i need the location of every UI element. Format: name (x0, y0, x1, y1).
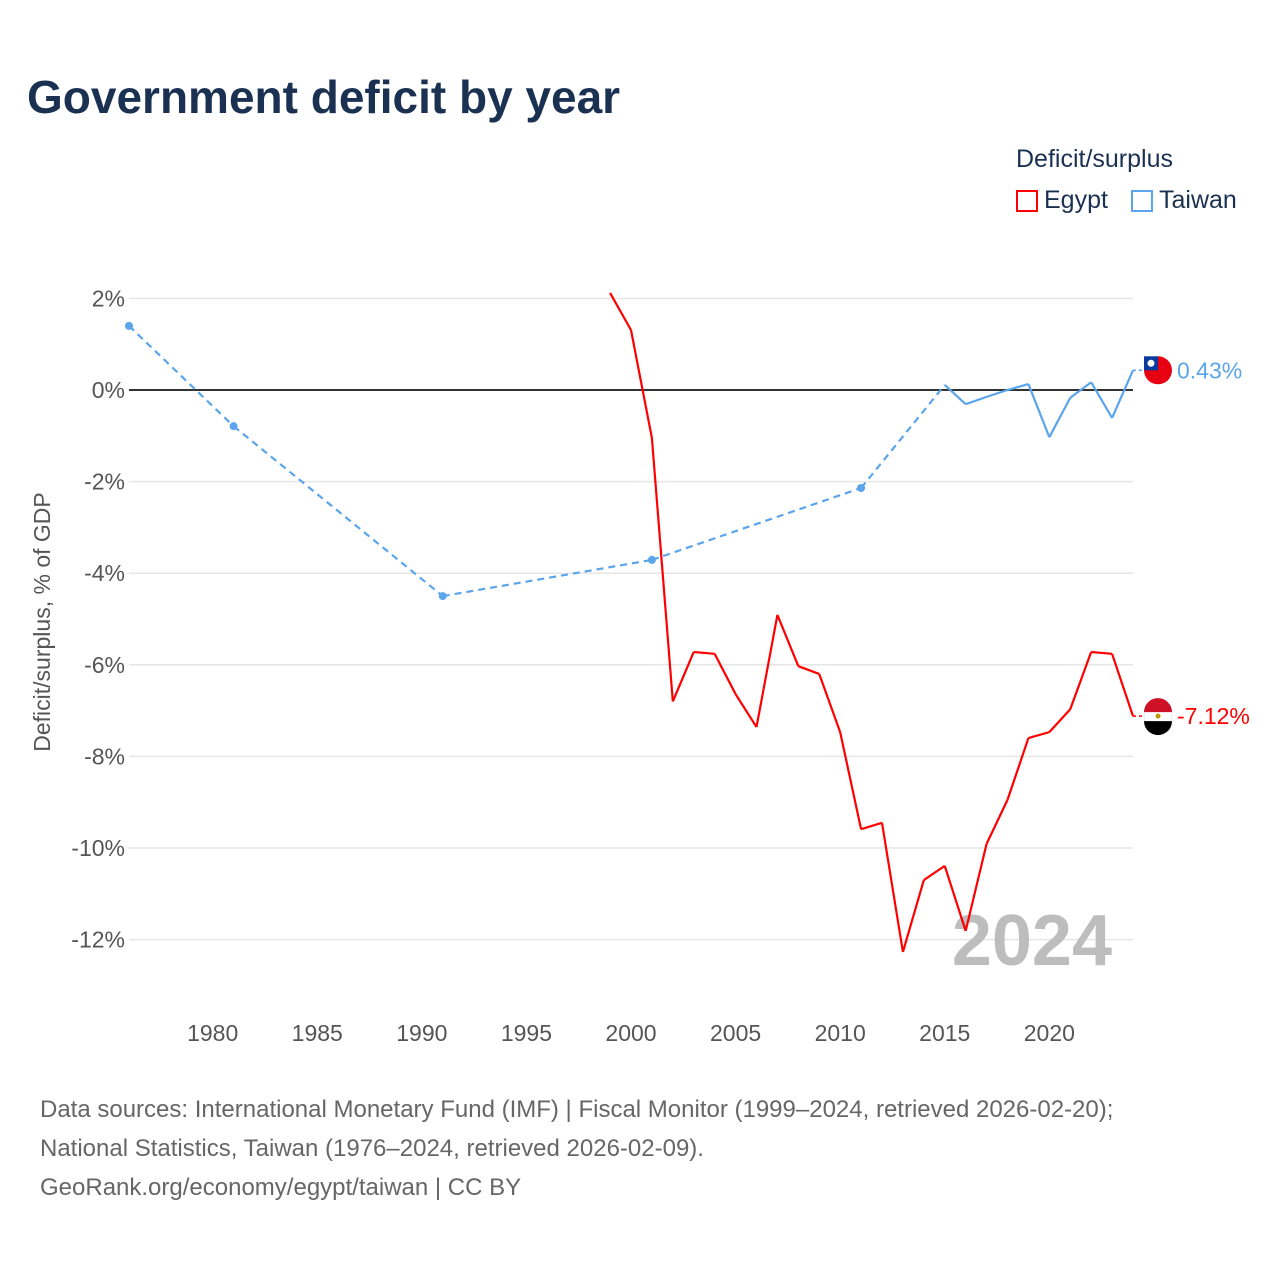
egypt-line-segment (671, 651, 695, 702)
y-tick-label: -6% (84, 652, 125, 678)
taiwan-line-segment (965, 395, 987, 406)
egypt-line-segment (650, 438, 674, 702)
taiwan-end-label: 0.43% (1177, 357, 1242, 383)
x-tick-label: 1990 (396, 1020, 447, 1046)
taiwan-flag-sun (1147, 359, 1155, 367)
egypt-line-segment (964, 843, 988, 932)
taiwan-line-segment (1111, 369, 1135, 419)
egypt-line-segment (1111, 653, 1135, 717)
egypt-line-segment (629, 329, 653, 439)
source-line: Data sources: International Monetary Fun… (40, 1096, 1114, 1123)
egypt-line-segment (1006, 737, 1030, 801)
taiwan-line-segment (651, 486, 862, 561)
egypt-line-segment (860, 821, 883, 831)
y-tick-label: -8% (84, 743, 125, 769)
taiwan-line-segment (1027, 383, 1051, 438)
taiwan-line-segment (944, 384, 967, 406)
egypt-line-segment (1069, 651, 1093, 710)
y-axis-label: Deficit/surplus, % of GDP (29, 492, 55, 751)
egypt-line-segment (985, 799, 1009, 845)
y-tick-label: -2% (84, 469, 125, 495)
y-tick-label: -4% (84, 560, 125, 586)
taiwan-line-segment (1048, 397, 1072, 438)
x-tick-label: 1985 (292, 1020, 343, 1046)
taiwan-data-point (438, 592, 447, 601)
taiwan-data-point (229, 422, 238, 431)
egypt-line-segment (713, 653, 737, 695)
egypt-line-segment (693, 650, 715, 655)
egypt-line-segment (755, 614, 779, 728)
footer: Data sources: International Monetary Fun… (40, 1090, 1113, 1207)
attribution-link[interactable]: GeoRank.org/economy/egypt/taiwan | CC BY (40, 1174, 522, 1201)
legend-swatch-egypt (1016, 189, 1038, 212)
egypt-line-segment (1048, 708, 1072, 733)
legend-swatch-taiwan (1131, 189, 1153, 212)
taiwan-line-segment (986, 388, 1008, 398)
egypt-line-segment (797, 665, 820, 675)
legend-item-egypt[interactable]: Egypt (1016, 186, 1108, 215)
egypt-line-segment (1091, 650, 1113, 655)
taiwan-data-point (647, 555, 656, 564)
taiwan-line-segment (1090, 381, 1114, 419)
year-watermark: 2024 (952, 901, 1112, 981)
legend-title: Deficit/surplus (1016, 145, 1173, 173)
x-tick-label: 2005 (710, 1020, 761, 1046)
legend-label: Taiwan (1159, 186, 1237, 214)
egypt-end-label: -7.12% (1177, 703, 1250, 729)
x-tick-label: 2010 (815, 1020, 866, 1046)
egypt-line-segment (776, 614, 800, 667)
source-line: National Statistics, Taiwan (1976–2024, … (40, 1135, 704, 1162)
taiwan-line-segment (442, 558, 653, 598)
taiwan-line-segment (1007, 382, 1029, 392)
egypt-line-segment (839, 731, 863, 830)
x-tick-label: 2015 (919, 1020, 970, 1046)
y-tick-label: -12% (71, 927, 125, 953)
y-tick-label: 2% (92, 285, 125, 311)
egypt-flag-red (1144, 698, 1172, 713)
taiwan-data-point (125, 321, 133, 330)
x-tick-label: 1995 (501, 1020, 552, 1046)
egypt-line-segment (818, 673, 842, 733)
egypt-line-segment (734, 693, 758, 728)
egypt-line-segment (901, 879, 925, 953)
egypt-line-segment (880, 822, 905, 953)
egypt-line-segment (943, 865, 967, 932)
x-tick-label: 1980 (187, 1020, 238, 1046)
taiwan-line-segment (1069, 381, 1092, 399)
page-title: Government deficit by year (27, 71, 621, 123)
egypt-flag-eagle (1155, 713, 1161, 719)
legend-item-taiwan[interactable]: Taiwan (1131, 186, 1237, 215)
taiwan-data-point (857, 484, 866, 493)
taiwan-line-segment (232, 425, 444, 597)
x-tick-label: 2000 (605, 1020, 656, 1046)
taiwan-line-segment (128, 325, 235, 427)
y-tick-label: 0% (92, 377, 125, 403)
egypt-line-segment (609, 292, 632, 331)
egypt-line-segment (923, 864, 946, 881)
egypt-line-segment (1028, 731, 1050, 740)
legend-label: Egypt (1044, 186, 1108, 214)
x-tick-label: 2020 (1024, 1020, 1075, 1046)
taiwan-line-segment (860, 384, 946, 489)
egypt-flag-black (1144, 721, 1172, 736)
y-tick-label: -10% (71, 835, 125, 861)
